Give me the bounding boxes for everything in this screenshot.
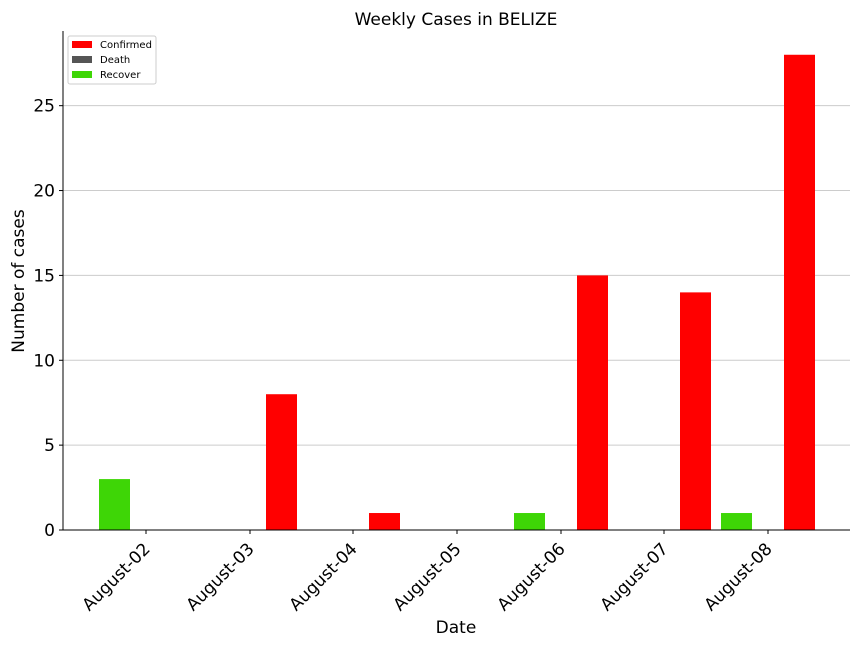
legend-label-confirmed: Confirmed [100, 40, 152, 51]
legend-swatch-recover [72, 71, 92, 78]
x-axis-label: Date [436, 618, 477, 638]
chart-title: Weekly Cases in BELIZE [355, 10, 558, 30]
y-axis-label: Number of cases [9, 209, 29, 353]
x-tick-label: August-03 [183, 539, 259, 615]
y-tick-label: 25 [33, 97, 55, 117]
x-tick-label: August-04 [286, 539, 362, 615]
y-tick-label: 20 [33, 182, 55, 202]
y-tick-label: 0 [44, 521, 55, 541]
x-tick-label: August-05 [390, 539, 466, 615]
bar-recover [514, 513, 545, 530]
bar-confirmed [577, 275, 608, 530]
bar-recover [99, 479, 130, 530]
y-tick-label: 5 [44, 436, 55, 456]
x-tick-label: August-02 [79, 539, 155, 615]
legend: Confirmed Death Recover [67, 35, 157, 85]
y-tick-label: 15 [33, 266, 55, 286]
bar-confirmed [680, 292, 711, 530]
legend-swatch-death [72, 56, 92, 63]
y-tick-label: 10 [33, 351, 55, 371]
bar-recover [721, 513, 752, 530]
grid-layer [63, 105, 850, 446]
ticks-layer: 0 5 10 15 20 25 August-02 August-03 August-04 Aug… [33, 97, 776, 616]
x-tick-label: August-08 [701, 539, 777, 615]
bar-confirmed [266, 394, 297, 530]
bar-confirmed [369, 513, 400, 530]
bars-layer [99, 54, 815, 531]
x-tick-label: August-06 [494, 539, 570, 615]
bar-confirmed [784, 54, 815, 531]
legend-label-recover: Recover [100, 70, 141, 81]
legend-swatch-confirmed [72, 41, 92, 48]
x-tick-label: August-07 [597, 539, 673, 615]
legend-label-death: Death [100, 55, 130, 66]
